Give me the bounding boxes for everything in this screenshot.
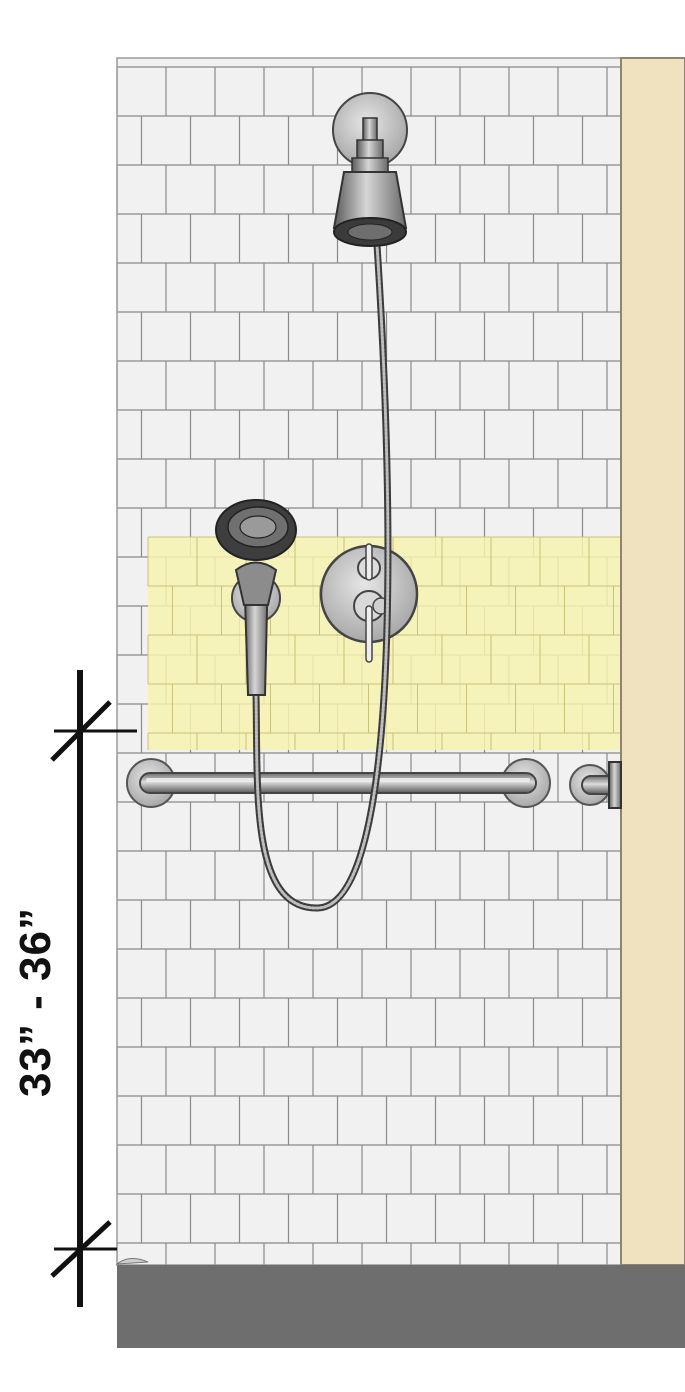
showerhead-icon	[332, 92, 408, 247]
side-wall-edge	[620, 57, 685, 1266]
floor	[117, 1265, 685, 1348]
valve-icon	[319, 543, 419, 663]
dimension-bottom-tick	[50, 1220, 112, 1278]
hose-highlight	[254, 243, 390, 910]
dimension-top-tick	[50, 700, 112, 762]
dimension-label: 33” - 36”	[11, 907, 60, 1097]
dimension-line	[50, 670, 137, 1307]
handheld-shower-icon	[215, 499, 297, 696]
grab-bar-icon	[126, 758, 622, 809]
drain-edge	[115, 1258, 149, 1265]
